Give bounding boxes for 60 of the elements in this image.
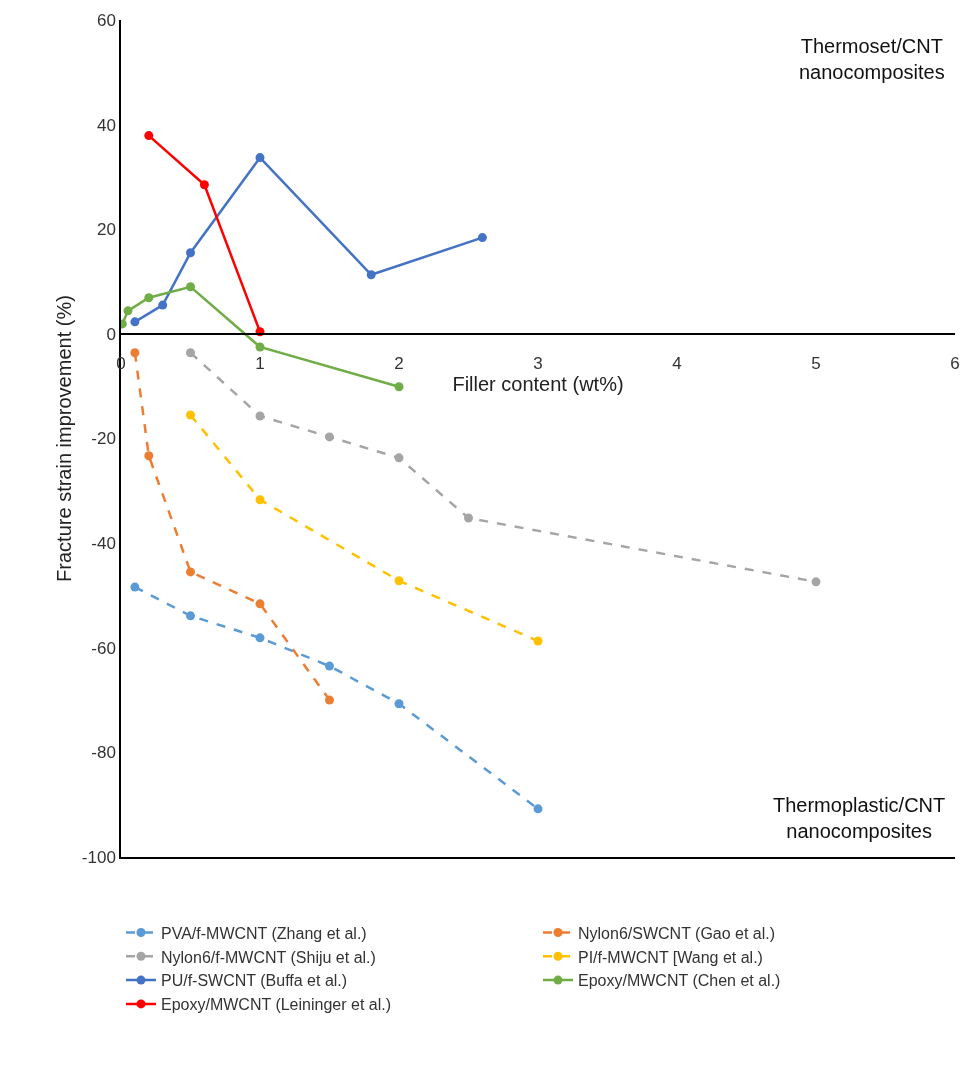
point bbox=[186, 248, 195, 258]
x-tick-label: 4 bbox=[672, 354, 682, 374]
point bbox=[158, 300, 168, 310]
y-tick-label: 20 bbox=[96, 220, 116, 240]
legend-label: PVA/f-MWCNT (Zhang et al.) bbox=[161, 924, 367, 942]
point bbox=[186, 410, 195, 420]
point bbox=[394, 453, 404, 463]
point bbox=[186, 282, 195, 292]
point bbox=[533, 636, 543, 646]
point bbox=[255, 411, 265, 421]
x-tick-label: 5 bbox=[811, 354, 821, 374]
point bbox=[186, 611, 195, 621]
x-tick-label: 1 bbox=[255, 354, 265, 374]
y-tick-label: -100 bbox=[81, 847, 116, 867]
x-tick-label: 3 bbox=[533, 354, 543, 374]
x-tick-label: 6 bbox=[950, 354, 960, 374]
point bbox=[394, 699, 404, 709]
point bbox=[255, 633, 265, 643]
point bbox=[130, 317, 140, 327]
x-axis-title: Filler content (wt%) bbox=[452, 373, 624, 396]
point bbox=[199, 180, 209, 190]
y-tick-label: -80 bbox=[91, 743, 116, 763]
point bbox=[186, 567, 195, 577]
point bbox=[255, 153, 265, 163]
point bbox=[811, 577, 821, 587]
annotation: Thermoplastic/CNT nanocomposites bbox=[773, 794, 946, 842]
point bbox=[144, 451, 154, 461]
point bbox=[477, 233, 487, 243]
y-axis-title: Fracture strain improvement (%) bbox=[52, 295, 75, 582]
point bbox=[130, 582, 140, 592]
legend-label: PU/f-SWCNT (Buffa et al.) bbox=[161, 972, 348, 990]
point bbox=[394, 576, 404, 586]
y-tick-label: -40 bbox=[91, 534, 116, 554]
legend-label: Epoxy/MWCNT (Leininger et al.) bbox=[161, 996, 391, 1014]
y-tick-label: 0 bbox=[106, 324, 116, 344]
point bbox=[464, 513, 473, 523]
point bbox=[325, 695, 334, 705]
point bbox=[255, 342, 265, 352]
point bbox=[533, 804, 543, 814]
point bbox=[144, 293, 154, 303]
legend-label: Nylon6/f-MWCNT (Shiju et al.) bbox=[161, 948, 376, 966]
legend-label: Epoxy/MWCNT (Chen et al.) bbox=[578, 972, 781, 990]
annotation: Thermoset/CNT nanocomposites bbox=[799, 35, 945, 83]
point bbox=[325, 661, 334, 671]
x-tick-label: 2 bbox=[394, 354, 404, 374]
legend-label: PI/f-MWCNT [Wang et al.) bbox=[578, 948, 763, 966]
point bbox=[255, 495, 265, 505]
point bbox=[130, 348, 140, 358]
point bbox=[325, 432, 334, 442]
point bbox=[144, 131, 154, 141]
y-tick-label: 40 bbox=[96, 115, 116, 135]
point bbox=[123, 306, 133, 316]
y-tick-label: -60 bbox=[91, 638, 116, 658]
legend-label: Nylon6/SWCNT (Gao et al.) bbox=[578, 924, 776, 942]
y-tick-label: -20 bbox=[91, 429, 116, 449]
point bbox=[366, 270, 376, 280]
point bbox=[255, 599, 265, 609]
point bbox=[186, 348, 195, 358]
y-tick-label: 60 bbox=[96, 10, 116, 30]
point bbox=[394, 382, 404, 392]
